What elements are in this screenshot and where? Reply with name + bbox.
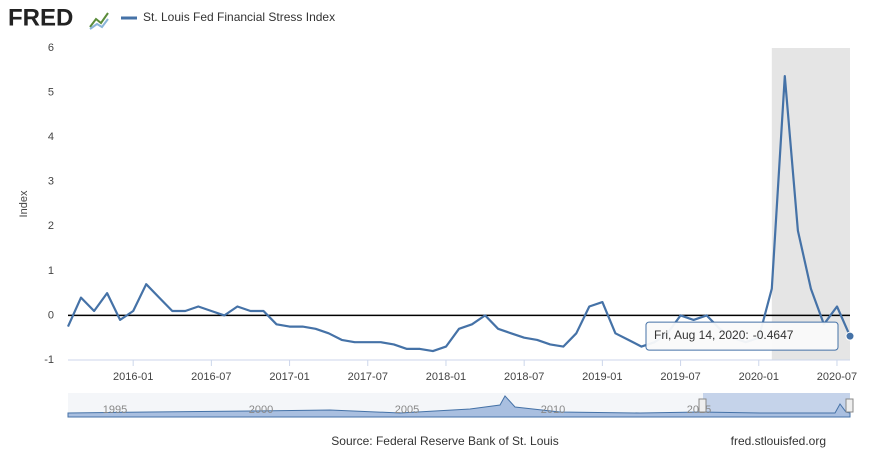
y-tick-label: 3: [48, 176, 54, 188]
x-tick-label: 2017-07: [348, 371, 388, 383]
y-tick-label: 5: [48, 86, 54, 98]
site: fred.stlouisfed.org: [731, 434, 826, 448]
navigator-label: 2010: [541, 404, 565, 416]
x-tick-label: 2018-01: [426, 371, 466, 383]
x-tick-label: 2017-01: [269, 371, 309, 383]
logo-icon: [89, 18, 109, 30]
navigator-handle[interactable]: [698, 398, 707, 413]
x-tick-label: 2019-07: [660, 371, 700, 383]
navigator-handle[interactable]: [845, 398, 854, 413]
x-tick-label: 2019-01: [582, 371, 622, 383]
tooltip-text: Fri, Aug 14, 2020: -0.4647: [654, 328, 794, 342]
navigator-label: 2005: [395, 404, 419, 416]
logo-icon: [89, 12, 109, 28]
hover-point: [845, 331, 855, 341]
legend-label: St. Louis Fed Financial Stress Index: [143, 10, 335, 24]
x-tick-label: 2016-07: [191, 371, 231, 383]
tooltip-value: -0.4647: [753, 328, 794, 342]
y-tick-label: 1: [48, 265, 54, 277]
tooltip: Fri, Aug 14, 2020: -0.4647: [645, 321, 839, 351]
navigator-label: 2000: [249, 404, 273, 416]
source: Source: Federal Reserve Bank of St. Loui…: [331, 434, 558, 448]
x-tick-label: 2020-01: [739, 371, 779, 383]
plot-background: [68, 48, 850, 360]
tooltip-date: Fri, Aug 14, 2020:: [654, 328, 749, 342]
x-tick-label: 2018-07: [504, 371, 544, 383]
tooltip-box: [645, 321, 839, 351]
navigator-label: 1995: [103, 404, 127, 416]
logo: FRED: [8, 4, 73, 31]
x-tick-label: 2016-01: [113, 371, 153, 383]
y-tick-label: 4: [48, 131, 54, 143]
y-tick-label: 2: [48, 220, 54, 232]
x-tick-label: 2020-07: [817, 371, 857, 383]
y-tick-label: -1: [44, 354, 54, 366]
y-axis-label: Index: [18, 190, 30, 217]
y-tick-label: 6: [48, 42, 54, 54]
navigator-series: [67, 395, 851, 418]
y-tick-label: 0: [48, 309, 54, 321]
